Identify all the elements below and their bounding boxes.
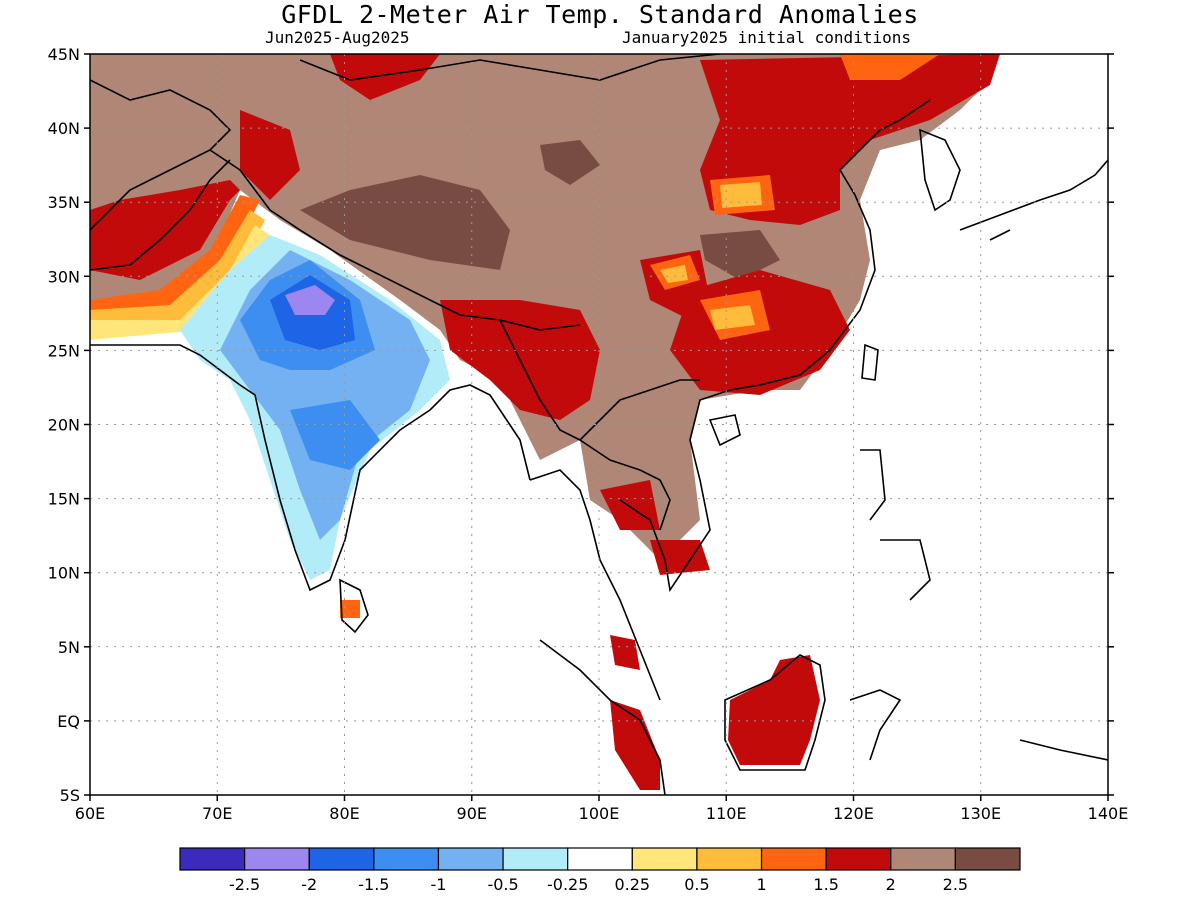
coastline-china bbox=[729, 99, 931, 391]
anomaly-region bbox=[540, 140, 600, 185]
anomaly-region bbox=[340, 600, 360, 618]
color-bar-swatch bbox=[373, 847, 440, 871]
color-bar-label: -2 bbox=[301, 875, 317, 894]
anomaly-region bbox=[610, 635, 640, 670]
forecast-period: Jun2025-Aug2025 bbox=[265, 28, 410, 47]
lat-label: 20N bbox=[48, 416, 80, 435]
color-bar-swatch bbox=[179, 847, 246, 871]
lon-label: 120E bbox=[833, 804, 874, 823]
lon-label: 70E bbox=[202, 804, 232, 823]
lat-label: 5S bbox=[60, 786, 80, 805]
lat-label: 10N bbox=[48, 564, 80, 583]
lat-label: 15N bbox=[48, 490, 80, 509]
color-bar-label: -0.25 bbox=[547, 875, 588, 894]
color-bar-label: 2.5 bbox=[943, 875, 968, 894]
coastline-sumatra bbox=[539, 639, 666, 795]
coastline-borneo bbox=[724, 654, 826, 771]
map-grid bbox=[90, 54, 1108, 795]
anomaly-region bbox=[300, 175, 510, 270]
lon-label: 110E bbox=[706, 804, 747, 823]
color-bar-swatch bbox=[244, 847, 310, 871]
coastline-sulawesi bbox=[849, 689, 902, 761]
coastline-hainan bbox=[708, 414, 741, 447]
anomaly-region bbox=[670, 270, 850, 395]
coastlines bbox=[90, 54, 1108, 795]
anomaly-region bbox=[240, 110, 300, 200]
color-bar-swatch bbox=[437, 847, 504, 871]
lat-label: 5N bbox=[58, 638, 80, 657]
coastline-korea bbox=[919, 128, 961, 212]
color-bar-label: -0.5 bbox=[487, 875, 518, 894]
anomaly-field bbox=[90, 54, 1000, 790]
initial-conditions: January2025 initial conditions bbox=[622, 28, 911, 47]
color-bar-swatch bbox=[760, 847, 827, 871]
lon-label: 90E bbox=[457, 804, 487, 823]
lat-label: 40N bbox=[48, 119, 80, 138]
color-bar-swatch bbox=[308, 847, 375, 871]
anomaly-region bbox=[840, 54, 940, 80]
color-bar-label: 0.25 bbox=[614, 875, 650, 894]
anomaly-region bbox=[700, 230, 780, 280]
anomaly-region bbox=[720, 182, 762, 208]
anomaly-region bbox=[610, 700, 660, 790]
color-bar-label: -2.5 bbox=[229, 875, 260, 894]
lat-label: 45N bbox=[48, 45, 80, 64]
anomaly-region bbox=[728, 655, 820, 765]
anomaly-region bbox=[700, 54, 1000, 225]
anomaly-region bbox=[650, 540, 710, 575]
color-bar-label: -1 bbox=[430, 875, 446, 894]
anomaly-region bbox=[660, 265, 688, 283]
lon-label: 140E bbox=[1088, 804, 1129, 823]
color-bar-swatch bbox=[890, 847, 956, 871]
color-bar-swatch bbox=[567, 847, 633, 871]
color-bar-swatch bbox=[631, 847, 698, 871]
lon-label: 100E bbox=[579, 804, 620, 823]
color-bar-label: 2 bbox=[886, 875, 896, 894]
color-bar: -2.5 -2 -1.5 -1 -0.5 -0.25 0.25 0.5 1 1.5 2 2.5 bbox=[179, 847, 1021, 894]
lon-label: 80E bbox=[329, 804, 359, 823]
color-bar-swatch bbox=[696, 847, 763, 871]
lat-label: 35N bbox=[48, 193, 80, 212]
lat-label: 25N bbox=[48, 341, 80, 360]
coastline-indochina bbox=[529, 389, 731, 701]
lon-label: 130E bbox=[960, 804, 1001, 823]
map-title: GFDL 2-Meter Air Temp. Standard Anomalie… bbox=[281, 0, 919, 29]
lon-label: 60E bbox=[75, 804, 105, 823]
anomaly-region bbox=[90, 180, 240, 280]
border-myanmar bbox=[499, 319, 700, 441]
anomaly-region bbox=[330, 54, 440, 100]
lat-label: EQ bbox=[57, 712, 80, 731]
coastline-srilanka bbox=[339, 578, 369, 634]
color-bar-label: 0.5 bbox=[684, 875, 709, 894]
border-pakistan bbox=[90, 159, 231, 271]
coastline-philippines bbox=[860, 449, 931, 601]
border-himalaya bbox=[209, 149, 581, 331]
coastline-taiwan bbox=[861, 343, 879, 381]
color-bar-swatch bbox=[954, 847, 1021, 871]
coastline-newguinea bbox=[1019, 739, 1108, 761]
border-central-asia bbox=[90, 79, 232, 231]
color-bar-label: -1.5 bbox=[358, 875, 389, 894]
color-bar-swatch bbox=[502, 847, 569, 871]
coastline-india bbox=[90, 344, 531, 592]
border-china-north bbox=[299, 54, 721, 81]
coastline-japan bbox=[959, 159, 1108, 241]
border-indochina bbox=[579, 439, 671, 531]
anomaly-region bbox=[285, 285, 335, 315]
lat-label: 30N bbox=[48, 267, 80, 286]
anomaly-region bbox=[710, 305, 755, 330]
anomaly-region bbox=[290, 400, 380, 470]
color-bar-swatch bbox=[825, 847, 892, 871]
color-bar-label: 1 bbox=[756, 875, 766, 894]
color-bar-label: 1.5 bbox=[813, 875, 838, 894]
